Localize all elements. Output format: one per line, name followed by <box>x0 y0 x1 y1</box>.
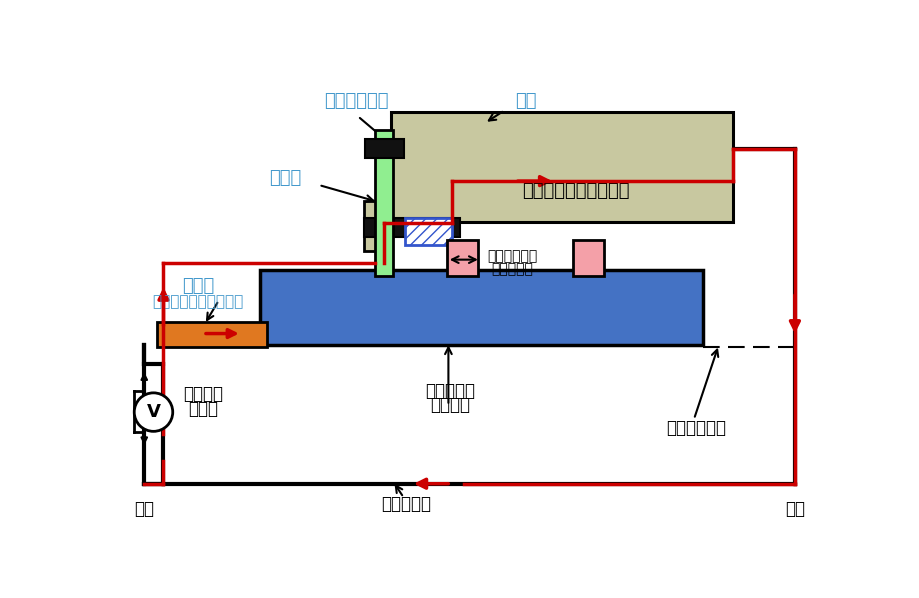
Bar <box>157 322 267 347</box>
Text: 静電気電流: 静電気電流 <box>380 496 431 514</box>
Text: リング: リング <box>268 169 301 187</box>
Bar <box>259 270 702 345</box>
Bar <box>363 201 391 251</box>
Text: バネ: バネ <box>514 92 536 110</box>
Text: 筐体: 筐体 <box>784 500 804 518</box>
Text: シャフト: シャフト <box>429 396 470 414</box>
Text: V: V <box>146 403 160 421</box>
Bar <box>404 218 452 245</box>
Bar <box>391 112 732 222</box>
Text: ベアリング: ベアリング <box>491 262 533 276</box>
Bar <box>573 240 603 276</box>
Text: 静電気: 静電気 <box>188 400 219 418</box>
Text: スピンドル: スピンドル <box>425 382 474 400</box>
Circle shape <box>134 393 173 431</box>
Text: 基板上の: 基板上の <box>183 385 223 402</box>
Text: ハイブリッド: ハイブリッド <box>487 249 537 264</box>
Text: カーボンピン: カーボンピン <box>323 92 388 110</box>
Text: （ルータービット等）: （ルータービット等） <box>153 294 244 309</box>
Text: ツール: ツール <box>182 277 214 295</box>
Bar <box>365 139 403 158</box>
Text: 筐体: 筐体 <box>134 500 154 518</box>
Bar <box>447 240 477 276</box>
Text: スピンドルハウジング: スピンドルハウジング <box>521 182 629 200</box>
Bar <box>375 130 392 276</box>
Bar <box>363 218 460 237</box>
Text: スピンドル軸: スピンドル軸 <box>665 419 726 437</box>
